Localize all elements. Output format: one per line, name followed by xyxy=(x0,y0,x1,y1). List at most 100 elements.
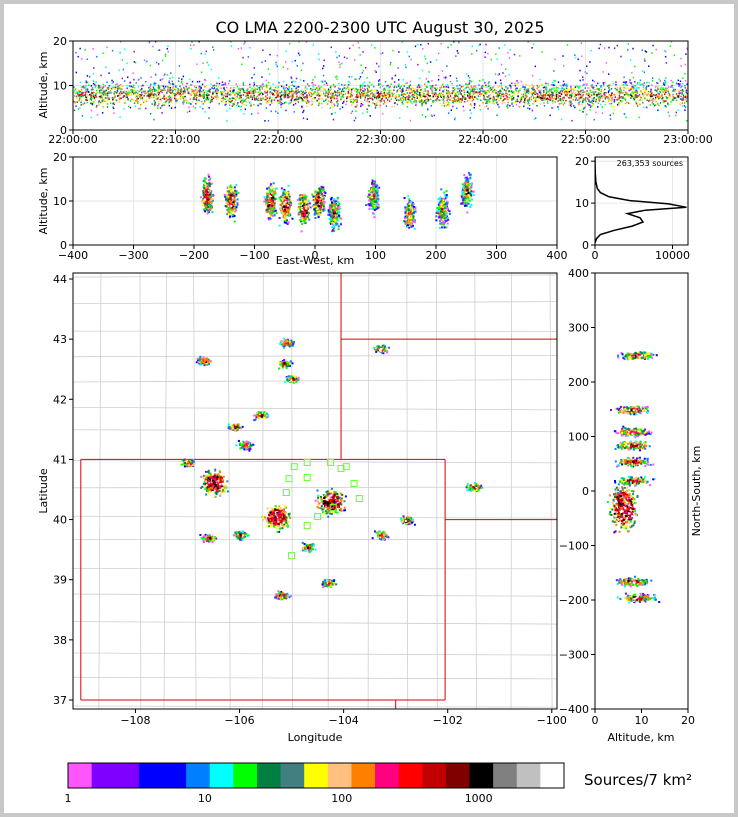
time-altitude-source xyxy=(198,85,201,88)
time-altitude-source xyxy=(233,86,235,89)
time-tick-label: 22:50:00 xyxy=(561,133,610,146)
eastwest-source xyxy=(209,206,212,209)
time-altitude-source xyxy=(497,95,499,98)
time-altitude-source xyxy=(408,89,410,92)
time-altitude-source xyxy=(171,91,174,93)
time-altitude-source xyxy=(458,91,460,94)
time-altitude-source xyxy=(193,96,195,99)
time-altitude-source xyxy=(265,98,268,101)
time-altitude-source xyxy=(665,62,668,64)
time-altitude-source xyxy=(663,91,666,94)
time-altitude-source xyxy=(546,97,549,100)
time-altitude-source xyxy=(163,95,165,97)
time-altitude-source xyxy=(401,101,404,104)
time-altitude-source xyxy=(299,92,302,95)
time-altitude-source xyxy=(511,91,514,94)
time-altitude-source xyxy=(598,89,601,91)
time-tick-label: 23:00:00 xyxy=(663,133,712,146)
time-altitude-source xyxy=(556,96,559,99)
time-altitude-source xyxy=(227,98,229,101)
time-altitude-source xyxy=(643,84,645,87)
time-altitude-source xyxy=(281,91,283,94)
time-altitude-source xyxy=(149,93,152,96)
time-altitude-source xyxy=(387,84,389,87)
time-altitude-source xyxy=(510,86,512,88)
time-altitude-source xyxy=(582,99,584,102)
time-altitude-source xyxy=(283,94,286,97)
time-altitude-source xyxy=(478,94,481,97)
time-altitude-source xyxy=(665,86,667,88)
time-altitude-source xyxy=(394,96,397,99)
time-altitude-source xyxy=(393,89,395,91)
time-altitude-source xyxy=(672,99,674,102)
time-altitude-source xyxy=(592,98,595,100)
time-altitude-source xyxy=(127,90,130,93)
time-altitude-source xyxy=(164,55,167,57)
time-altitude-source xyxy=(641,93,644,95)
time-altitude-source xyxy=(608,87,610,89)
time-altitude-source xyxy=(384,94,386,97)
time-altitude-source xyxy=(626,92,628,94)
time-altitude-source xyxy=(176,96,179,98)
time-altitude-source xyxy=(285,50,287,53)
time-altitude-source xyxy=(600,85,602,87)
time-altitude-source xyxy=(437,96,439,98)
time-altitude-source xyxy=(158,63,160,65)
time-altitude-source xyxy=(322,67,324,70)
time-altitude-source xyxy=(457,52,459,55)
time-altitude-source xyxy=(445,92,448,95)
time-altitude-source xyxy=(585,100,587,103)
time-altitude-source xyxy=(467,75,470,77)
time-altitude-source xyxy=(166,85,169,88)
time-altitude-source xyxy=(471,53,473,55)
time-altitude-source xyxy=(233,89,235,92)
time-altitude-source xyxy=(86,81,89,84)
time-altitude-source xyxy=(420,86,422,88)
time-altitude-source xyxy=(655,81,658,84)
time-altitude-source xyxy=(533,118,536,120)
time-altitude-source xyxy=(212,97,215,100)
time-altitude-source xyxy=(305,91,307,94)
time-altitude-source xyxy=(494,99,496,102)
time-altitude-source xyxy=(421,103,423,106)
time-altitude-source xyxy=(100,74,102,77)
time-altitude-source xyxy=(214,91,217,94)
time-altitude-source xyxy=(468,95,470,98)
time-altitude-source xyxy=(254,98,256,101)
time-altitude-source xyxy=(82,91,84,94)
time-altitude-source xyxy=(602,97,604,99)
time-altitude-source xyxy=(162,104,164,106)
time-altitude-source xyxy=(312,44,315,46)
time-altitude-source xyxy=(557,100,559,102)
time-altitude-source xyxy=(486,100,488,103)
time-altitude-source xyxy=(228,93,230,96)
time-altitude-source xyxy=(439,102,442,105)
time-altitude-source xyxy=(663,83,665,85)
time-altitude-source xyxy=(202,62,204,65)
time-altitude-source xyxy=(393,86,395,89)
time-altitude-source xyxy=(460,93,462,95)
time-altitude-source xyxy=(271,95,274,97)
time-altitude-source xyxy=(159,79,162,81)
time-altitude-source xyxy=(680,57,682,60)
eastwest-source xyxy=(206,204,209,207)
time-altitude-source xyxy=(98,85,101,87)
time-altitude-source xyxy=(343,99,346,102)
time-altitude-source xyxy=(383,93,386,96)
time-altitude-source xyxy=(659,90,661,93)
time-altitude-source xyxy=(266,90,269,93)
time-altitude-source xyxy=(514,93,516,95)
time-altitude-source xyxy=(343,87,345,89)
time-altitude-source xyxy=(672,90,674,92)
time-altitude-source xyxy=(191,101,194,103)
time-altitude-source xyxy=(450,97,452,99)
time-altitude-source xyxy=(454,117,456,119)
eastwest-source xyxy=(231,196,234,199)
time-altitude-source xyxy=(534,65,536,68)
time-altitude-source xyxy=(557,106,559,108)
time-altitude-source xyxy=(190,87,193,90)
eastwest-source xyxy=(205,210,208,213)
time-altitude-source xyxy=(480,99,482,102)
time-altitude-source xyxy=(327,95,329,97)
time-altitude-source xyxy=(650,95,652,98)
